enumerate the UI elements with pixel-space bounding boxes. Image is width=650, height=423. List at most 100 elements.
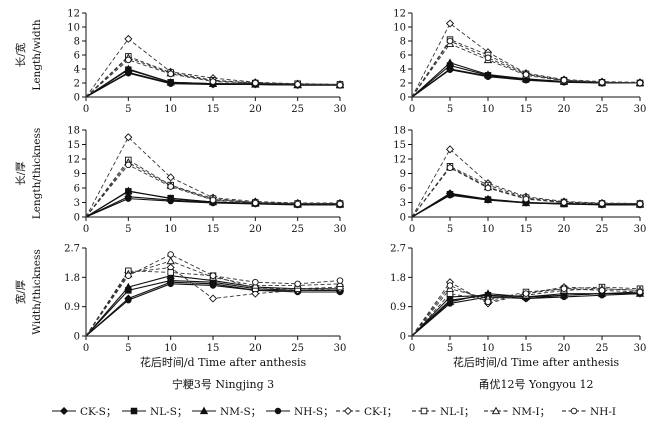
data-point-nh-s [167,80,174,87]
series-line-nh-i [85,164,340,218]
data-point-nh-s [125,69,132,77]
legend-item: NM-I； [484,406,550,418]
panel-r1-c1: 0 5 10 15 20 25 30 0 3 6 9 12 15 18 [393,126,646,236]
y-tick-label: 2.7 [390,244,406,255]
data-point-nh-i [598,200,606,207]
data-point-nh-s [560,293,568,301]
data-point-nh-i [336,81,344,89]
data-point-nh-i [598,287,606,294]
x-tick-label: 30 [334,104,347,115]
data-point-nh-i [636,79,644,87]
y-tick-label: 2 [74,79,80,90]
data-point-nh-i [522,71,530,78]
data-point-nm-i [166,256,175,265]
panel-caption: 宁粳3号 Ningjing 3 [172,377,274,391]
y-tick-label: 10 [393,23,406,34]
legend-swatch-marker [199,406,209,415]
y-tick-label: 0.9 [390,302,406,313]
data-point-nh-i [252,79,259,87]
x-tick-label: 0 [83,104,89,115]
series-line-nh-i [411,167,641,218]
data-point-nh-i [125,56,132,64]
x-tick-label: 20 [249,104,262,115]
legend-swatch-marker [343,406,353,416]
y-tick-label: 12 [393,155,406,166]
y-axis-label-en: Length/thickness [31,128,43,220]
data-point-nh-s [167,280,174,288]
data-point-nh-s [209,282,217,289]
y-axis-label-cn: 长/宽 [14,42,27,67]
x-tick-label: 10 [164,104,177,115]
legend-label: NL-S； [150,406,187,418]
x-tick-label: 5 [447,224,453,235]
series-line-nl-i [411,165,640,218]
y-axis-label-cn: 长/厚 [15,161,27,186]
y-tick-label: 12 [393,9,406,20]
legend-label: CK-S； [80,406,116,418]
panel-r0-c1: 0 5 10 15 20 25 30 0 2 4 6 8 10 12 [393,9,646,116]
y-tick-label: 8 [74,37,80,48]
panel-r2-c1: 0 5 10 15 20 25 30 0 0.9 1.8 2.7 花后时间/d Time after … [390,244,646,392]
x-tick-label: 5 [447,343,453,354]
legend-item: CK-S； [52,406,116,418]
y-tick-label: 0 [74,93,80,104]
y-tick-label: 0 [400,93,406,104]
legend-swatch-marker [59,406,69,416]
data-point-nh-i [252,199,259,207]
y-tick-label: 2.7 [64,244,80,255]
x-tick-label: 30 [634,104,647,115]
x-tick-label: 30 [334,343,347,354]
data-point-nh-i [636,200,644,208]
data-point-ck-i [166,173,175,182]
data-point-nh-i [446,282,454,289]
x-tick-label: 25 [596,104,609,115]
data-point-nh-i [484,184,492,192]
data-point-nh-i [598,79,606,86]
x-tick-label: 25 [596,343,609,354]
data-point-nh-i [167,251,174,258]
y-tick-label: 4 [400,65,406,76]
data-point-ck-i [124,34,133,43]
x-tick-label: 25 [291,104,304,115]
legend-item: NL-I； [412,406,474,418]
x-tick-label: 10 [482,343,495,354]
x-tick-label: 15 [207,104,220,115]
y-tick-label: 1.8 [64,273,80,284]
y-tick-label: 9 [400,169,406,180]
legend-item: CK-I； [336,406,397,418]
data-point-nh-i [522,195,530,203]
y-tick-label: 6 [74,184,80,195]
data-point-ck-i [124,133,133,142]
y-tick-label: 10 [67,23,80,34]
series-line-ck-i [411,22,641,98]
y-tick-label: 12 [67,155,80,166]
data-point-nl-i [167,269,174,276]
x-tick-label: 0 [409,343,415,354]
x-tick-label: 0 [409,224,415,235]
data-point-nh-i [294,200,301,208]
series-line-nm-i [411,166,641,218]
legend: CK-S； NL-S； NM-S； NH-S； CK-I； NL-I； NM-I； NH-I [52,406,616,418]
data-point-nh-i [252,278,259,286]
legend-label: NL-I； [440,406,474,418]
x-tick-label: 10 [482,104,495,115]
x-tick-label: 25 [596,224,609,235]
x-tick-label: 5 [125,104,131,115]
x-tick-label: 15 [520,343,533,354]
legend-item: NM-S； [192,406,261,418]
y-tick-label: 12 [67,9,80,20]
x-tick-label: 0 [83,224,89,235]
y-axis-label-en: Width/thickness [31,249,43,335]
data-point-nh-s [446,300,454,307]
y-tick-label: 8 [400,37,406,48]
x-tick-label: 20 [558,343,571,354]
panel-r1-c0: 0 5 10 15 20 25 30 0 3 6 9 12 15 18 长/厚 Length/thicknes… [15,126,346,236]
data-point-ck-i [445,19,455,28]
y-tick-label: 6 [74,51,80,62]
y-tick-label: 15 [393,140,406,151]
legend-label: NM-S； [220,406,261,418]
y-tick-label: 18 [67,126,80,137]
x-tick-label: 5 [447,104,453,115]
x-tick-label: 15 [207,224,220,235]
x-tick-label: 0 [83,343,89,354]
